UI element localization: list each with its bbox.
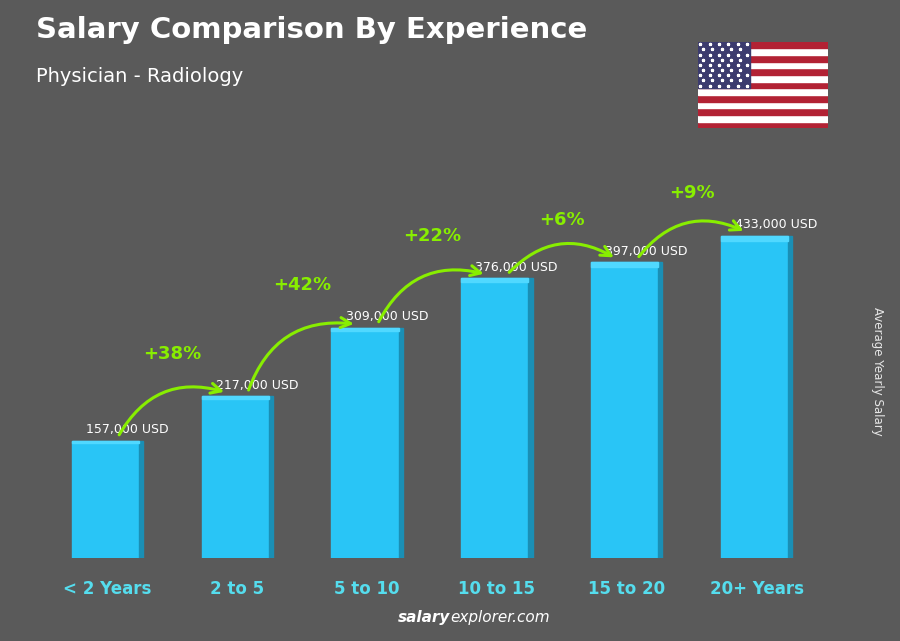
Text: 2 to 5: 2 to 5 bbox=[211, 580, 265, 598]
Bar bbox=[698, 42, 828, 48]
Text: 397,000 USD: 397,000 USD bbox=[606, 245, 688, 258]
Bar bbox=[591, 262, 658, 267]
Text: 10 to 15: 10 to 15 bbox=[458, 580, 536, 598]
Bar bbox=[461, 278, 528, 282]
Text: Physician - Radiology: Physician - Radiology bbox=[36, 67, 243, 87]
Bar bbox=[698, 88, 828, 95]
Bar bbox=[698, 48, 828, 55]
Text: 433,000 USD: 433,000 USD bbox=[735, 218, 817, 231]
Bar bbox=[591, 262, 658, 558]
Bar bbox=[698, 101, 828, 108]
Text: +38%: +38% bbox=[143, 345, 202, 363]
Bar bbox=[698, 115, 828, 122]
Bar bbox=[698, 108, 828, 115]
Text: +9%: +9% bbox=[669, 184, 715, 203]
Text: 5 to 10: 5 to 10 bbox=[334, 580, 400, 598]
Bar bbox=[698, 75, 828, 81]
Bar bbox=[698, 55, 828, 62]
Text: < 2 Years: < 2 Years bbox=[63, 580, 151, 598]
Text: salary: salary bbox=[398, 610, 450, 625]
Text: +42%: +42% bbox=[273, 276, 331, 294]
Text: explorer.com: explorer.com bbox=[450, 610, 550, 625]
Text: Average Yearly Salary: Average Yearly Salary bbox=[871, 308, 884, 436]
Text: 157,000 USD: 157,000 USD bbox=[86, 424, 168, 437]
Text: 217,000 USD: 217,000 USD bbox=[216, 379, 298, 392]
Bar bbox=[331, 328, 399, 331]
Bar bbox=[698, 62, 828, 69]
Bar bbox=[698, 95, 828, 101]
Bar bbox=[331, 328, 399, 558]
Bar bbox=[698, 42, 750, 88]
Text: 15 to 20: 15 to 20 bbox=[589, 580, 665, 598]
Text: 20+ Years: 20+ Years bbox=[709, 580, 804, 598]
Bar bbox=[788, 236, 792, 558]
Bar bbox=[202, 396, 269, 399]
Bar bbox=[698, 122, 828, 128]
Bar bbox=[72, 441, 139, 443]
Text: 376,000 USD: 376,000 USD bbox=[475, 261, 558, 274]
Bar bbox=[461, 278, 528, 558]
Bar bbox=[698, 81, 828, 88]
Bar bbox=[658, 262, 662, 558]
Text: 309,000 USD: 309,000 USD bbox=[346, 310, 428, 324]
Text: +6%: +6% bbox=[539, 211, 585, 229]
Bar bbox=[72, 441, 139, 558]
Bar bbox=[528, 278, 533, 558]
Text: +22%: +22% bbox=[403, 227, 461, 245]
Bar bbox=[721, 236, 788, 558]
Bar bbox=[399, 328, 403, 558]
Text: Salary Comparison By Experience: Salary Comparison By Experience bbox=[36, 16, 587, 44]
Bar bbox=[721, 236, 788, 240]
Bar bbox=[698, 69, 828, 75]
Bar bbox=[269, 396, 273, 558]
Bar bbox=[139, 441, 143, 558]
Bar bbox=[202, 396, 269, 558]
